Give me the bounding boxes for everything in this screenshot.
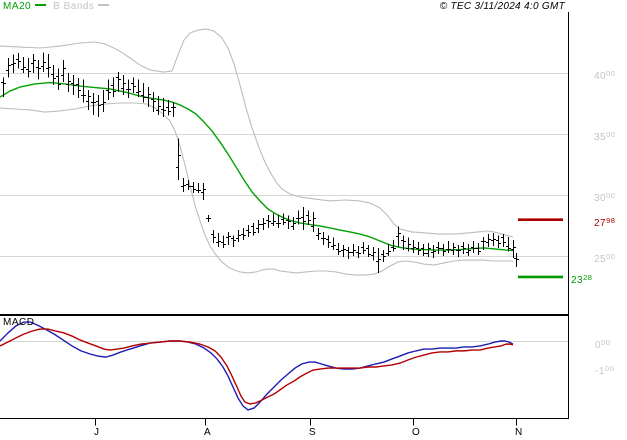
chart-legend: MA20 B Bands xyxy=(3,1,116,13)
bollinger-upper-band xyxy=(0,28,514,238)
month-label-N: N xyxy=(515,427,523,438)
candlestick-bars xyxy=(1,52,519,274)
axis-label-2798: 2798 xyxy=(594,215,616,229)
axis-label-neg100: -100 xyxy=(595,364,615,377)
macd-signal-line xyxy=(0,328,514,405)
bollinger-lower-band xyxy=(0,102,513,276)
legend-ma20-line-swatch xyxy=(35,4,47,7)
axis-label-3000: 3000 xyxy=(594,191,616,204)
month-label-J: J xyxy=(94,427,99,438)
month-label-A: A xyxy=(204,427,211,438)
axis-label-000: 000 xyxy=(595,338,611,351)
macd-line xyxy=(0,321,514,411)
ma20-line xyxy=(0,81,514,252)
axis-label-2500: 2500 xyxy=(594,252,616,265)
macd-panel-title: MACD xyxy=(3,317,35,328)
axis-label-3500: 3500 xyxy=(594,130,616,143)
legend-ma20-label: MA20 xyxy=(3,1,32,12)
axis-label-2328: 2328 xyxy=(571,272,593,286)
legend-bbands-line-swatch xyxy=(98,4,110,7)
month-label-O: O xyxy=(412,427,420,438)
copyright-notice: © TEC 3/11/2024 4:0 GMT xyxy=(439,1,565,12)
month-label-S: S xyxy=(309,427,316,438)
legend-bbands-label: B Bands xyxy=(53,1,95,12)
axis-label-4000: 4000 xyxy=(594,69,616,82)
